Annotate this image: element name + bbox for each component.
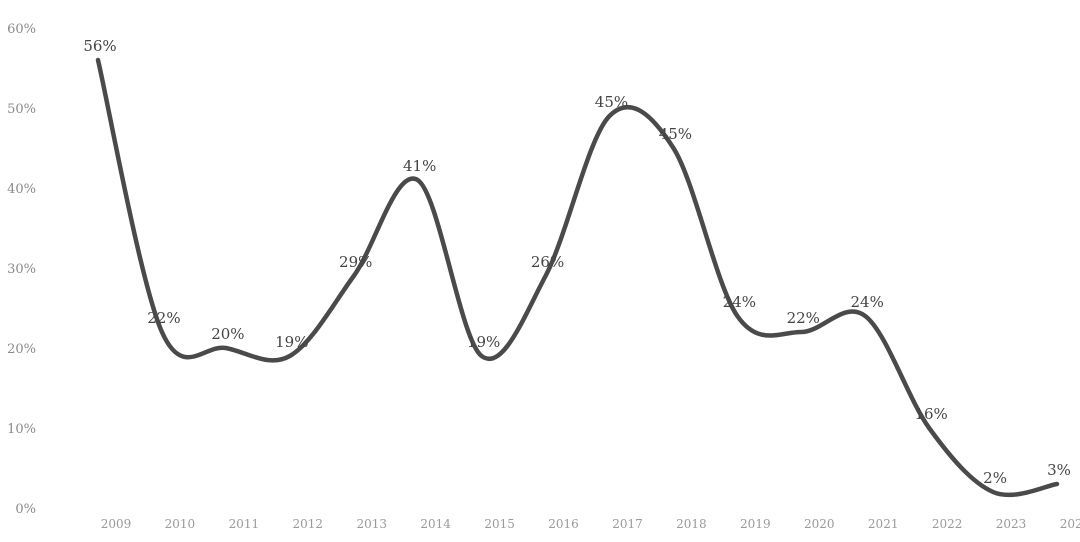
data-label: 45% <box>595 93 628 111</box>
y-tick-label: 20% <box>7 342 36 357</box>
y-tick-label: 0% <box>15 502 36 517</box>
data-label: 19% <box>275 333 308 351</box>
x-tick-label: 2023 <box>996 517 1027 531</box>
x-tick-label: 2019 <box>740 517 771 531</box>
x-tick-label: 2018 <box>676 517 707 531</box>
x-tick-label: 2021 <box>868 517 899 531</box>
data-label: 20% <box>211 325 244 343</box>
data-label: 16% <box>914 405 947 423</box>
x-tick-label: 2016 <box>548 517 579 531</box>
data-label: 24% <box>851 293 884 311</box>
data-label: 41% <box>403 157 436 175</box>
y-tick-label: 10% <box>7 422 36 437</box>
x-tick-label: 2017 <box>612 517 643 531</box>
y-tick-label: 60% <box>7 22 36 37</box>
data-label: 22% <box>147 309 180 327</box>
y-tick-label: 50% <box>7 102 36 117</box>
x-tick-label: 2010 <box>165 517 196 531</box>
y-axis: 0% 10% 20% 30% 40% 50% 60% <box>7 22 36 517</box>
data-label: 22% <box>787 309 820 327</box>
data-label: 45% <box>659 125 692 143</box>
x-tick-label: 2014 <box>420 517 451 531</box>
data-label: 3% <box>1047 461 1071 479</box>
x-tick-label: 2012 <box>293 517 324 531</box>
data-label: 26% <box>531 253 564 271</box>
series-group <box>95 57 1060 498</box>
data-labels: 56% 22% 20% 19% 29% 41% 19% 26% 45% 45% 24% 22% 24% 1… <box>83 37 1071 487</box>
x-tick-label: 2013 <box>356 517 387 531</box>
y-tick-label: 40% <box>7 182 36 197</box>
x-tick-label: 2011 <box>229 517 260 531</box>
data-label: 29% <box>339 253 372 271</box>
y-tick-label: 30% <box>7 262 36 277</box>
data-label: 24% <box>723 293 756 311</box>
x-tick-label: 2009 <box>101 517 132 531</box>
x-tick-label: 2015 <box>484 517 515 531</box>
x-tick-label: 2022 <box>932 517 963 531</box>
series-line <box>95 57 1060 498</box>
x-tick-label: 2024 <box>1060 517 1080 531</box>
data-label: 2% <box>983 469 1007 487</box>
x-tick-label: 2020 <box>804 517 835 531</box>
data-label: 19% <box>467 333 500 351</box>
data-label: 56% <box>83 37 116 55</box>
x-axis: 2009 2010 2011 2012 2013 2014 2015 2016 2017 2018… <box>101 517 1080 531</box>
